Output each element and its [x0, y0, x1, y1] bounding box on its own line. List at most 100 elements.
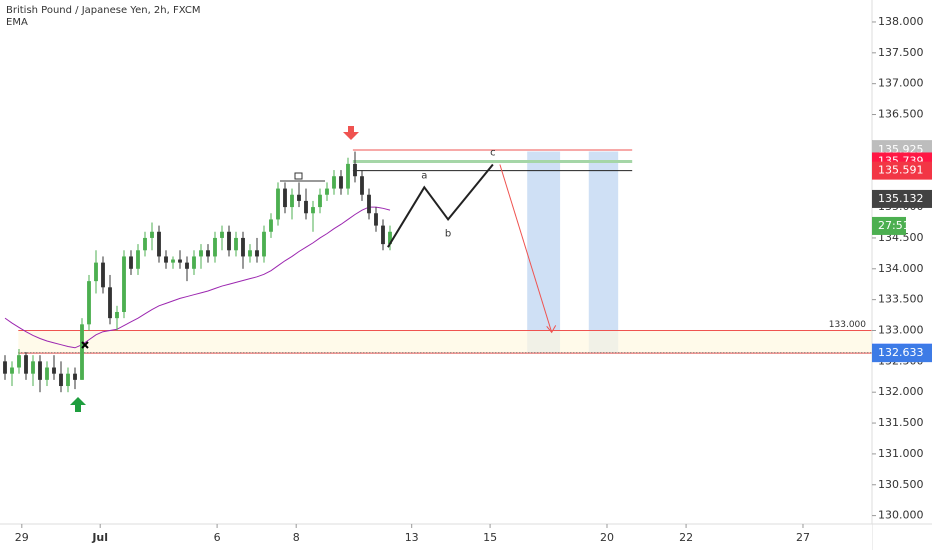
candle-body [3, 361, 7, 374]
target-zone [588, 151, 619, 354]
x-tick-label: 22 [679, 531, 693, 544]
candle-body [108, 287, 112, 319]
price-label-box [872, 189, 932, 208]
chart-title: British Pound / Japanese Yen, 2h, FXCM [6, 5, 200, 16]
candle-body [199, 250, 203, 257]
x-tick-label: 6 [214, 531, 221, 544]
y-tick-label: 137.500 [878, 46, 924, 59]
candle-body [206, 250, 210, 257]
candle-body [143, 237, 147, 251]
candle-body [10, 367, 14, 374]
price-axis [872, 0, 932, 550]
candle-body [234, 237, 238, 251]
time-axis [0, 524, 872, 550]
x-tick-label: 29 [15, 531, 29, 544]
x-tick-label: 8 [293, 531, 300, 544]
y-tick-label: 137.000 [878, 77, 924, 90]
y-tick-label: 130.000 [878, 509, 924, 522]
candle-body [52, 367, 56, 374]
candle-body [136, 250, 140, 269]
candle-body [192, 256, 196, 269]
y-tick-label: 132.000 [878, 385, 924, 398]
candle-body [269, 219, 273, 232]
x-tick-label: 27 [796, 531, 810, 544]
candle-body [381, 225, 385, 245]
candle-body [276, 188, 280, 220]
ema-line [4, 206, 391, 349]
candle-body [80, 324, 84, 380]
candle-body [129, 256, 133, 269]
candle-body [325, 188, 329, 195]
projection-line [499, 164, 553, 333]
candle-body [332, 176, 336, 189]
candle-body [290, 194, 294, 208]
candle-body [248, 250, 252, 257]
wave-line [387, 163, 494, 248]
candle-body [227, 231, 231, 251]
buy-arrow [70, 397, 86, 412]
candle-body [213, 237, 217, 257]
candle-body [122, 256, 126, 312]
wave-label: a [421, 170, 427, 181]
candle-body [388, 231, 392, 245]
candle-body [115, 311, 119, 319]
sell-arrow [343, 126, 359, 140]
wave-label: b [445, 228, 451, 239]
price-label: 135.591 [878, 164, 924, 177]
candle-body [297, 194, 301, 201]
candle-body [66, 373, 70, 387]
candle-body [164, 256, 168, 263]
candle-body [374, 213, 378, 226]
level-label: 133.000 [829, 320, 866, 330]
box-marker [294, 172, 303, 180]
candle-body [101, 262, 105, 288]
candle-body [73, 373, 77, 380]
candle-body [87, 281, 91, 325]
candle-body [283, 188, 287, 208]
y-tick-label: 131.000 [878, 447, 924, 460]
candle-body [94, 262, 98, 282]
x-tick-label: Jul [91, 531, 108, 544]
candle-body [24, 355, 28, 374]
y-tick-label: 133.000 [878, 323, 924, 336]
y-tick-label: 134.000 [878, 262, 924, 275]
price-label-box [872, 344, 932, 363]
indicator-label: EMA [6, 17, 28, 28]
cross-marker [81, 341, 89, 349]
candle-body [17, 355, 21, 368]
countdown: 27:51 [878, 219, 910, 232]
candle-body [255, 250, 259, 257]
y-tick-label: 136.500 [878, 108, 924, 121]
price-label-box [872, 161, 932, 180]
x-tick-label: 15 [483, 531, 497, 544]
candle-body [367, 194, 371, 214]
candle-body [360, 176, 364, 195]
candle-body [185, 262, 189, 269]
price-label: 135.132 [878, 192, 924, 205]
candle-body [353, 163, 357, 177]
x-tick-label: 20 [600, 531, 614, 544]
candle-body [220, 231, 224, 238]
candle-body [171, 259, 175, 263]
countdown-box [872, 216, 906, 235]
wave-label: c [490, 148, 496, 159]
candle-body [38, 361, 42, 380]
candle-body [31, 361, 35, 374]
candle-body [339, 176, 343, 189]
candle-body [150, 231, 154, 238]
target-zone [527, 151, 561, 354]
candle-body [157, 231, 161, 257]
candle-body [59, 373, 63, 387]
projection-arrowhead [546, 325, 557, 334]
candle-body [311, 207, 315, 214]
y-tick-label: 131.500 [878, 416, 924, 429]
candle-body [178, 259, 182, 263]
candle-body [241, 237, 245, 257]
x-tick-label: 13 [405, 531, 419, 544]
support-band [18, 330, 873, 354]
candle-body [262, 231, 266, 257]
y-tick-label: 130.500 [878, 478, 924, 491]
candle-body [346, 163, 350, 189]
